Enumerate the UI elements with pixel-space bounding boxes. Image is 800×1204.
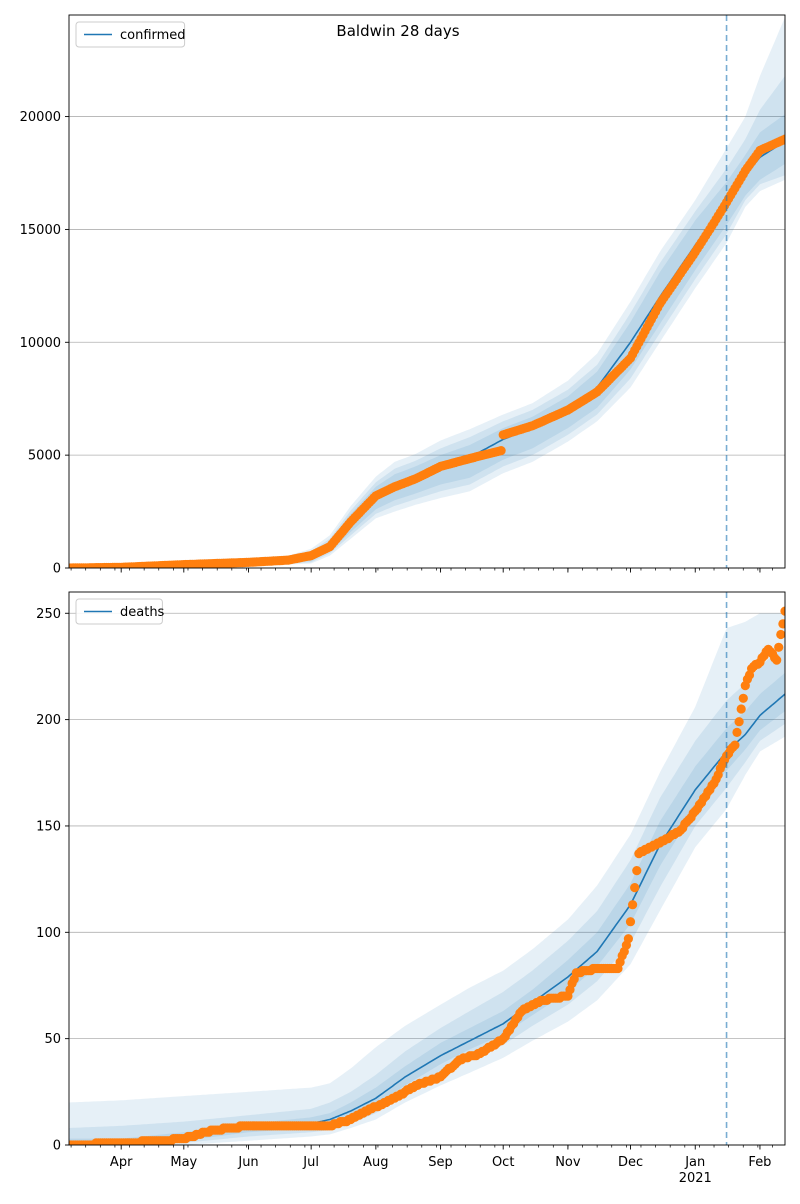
observed-points: [69, 134, 785, 568]
observed-point: [734, 717, 744, 727]
x-tick-label: Feb: [748, 1155, 771, 1170]
observed-point: [496, 446, 506, 456]
observed-point: [732, 727, 742, 738]
observed-point: [625, 917, 636, 927]
confidence-band: [69, 75, 785, 568]
confidence-band: [69, 613, 785, 1145]
confirmed-panel: 0 5000 10000 15000 20000 confirmed: [20, 14, 786, 577]
observed-point: [630, 883, 640, 893]
y-tick-label: 250: [36, 607, 61, 622]
x-year-label: 2021: [679, 1171, 712, 1186]
y-tick-label: 150: [36, 819, 61, 834]
observed-point: [623, 934, 634, 944]
deaths-panel: 0 50 100 150 200 250 Apr May Jun Jul Aug Sep Oct Nov D…: [36, 591, 786, 1186]
observed-point: [776, 629, 785, 640]
x-tick-label: May: [170, 1155, 197, 1170]
observed-point: [772, 655, 782, 665]
observed-point: [736, 704, 746, 714]
y-tick-label: 5000: [28, 449, 61, 464]
confidence-band: [69, 17, 785, 568]
x-tick-label: Jun: [237, 1155, 258, 1170]
y-tick-label: 0: [53, 562, 61, 577]
y-tick-label: 15000: [20, 223, 61, 238]
x-tick-label: Nov: [555, 1155, 581, 1170]
y-tick-label: 20000: [20, 110, 61, 125]
observed-point: [628, 900, 638, 910]
observed-point: [778, 619, 785, 629]
y-tick-label: 50: [44, 1032, 61, 1047]
observed-point: [738, 693, 748, 703]
observed-point: [730, 740, 740, 750]
y-tick-label: 10000: [20, 336, 61, 351]
x-tick-label: Aug: [363, 1155, 388, 1170]
x-tick-label: Oct: [492, 1155, 514, 1170]
legend-box: [75, 21, 186, 48]
legend-label: deaths: [120, 605, 165, 620]
chart-title: Baldwin 28 days: [336, 22, 459, 40]
legend-box: [75, 598, 163, 625]
x-tick-label: Apr: [110, 1155, 133, 1170]
plot-area: [69, 17, 785, 568]
observed-points: [69, 606, 785, 1145]
y-tick-label: 0: [53, 1139, 61, 1154]
y-tick-label: 200: [36, 713, 61, 728]
y-tick-label: 100: [36, 926, 61, 941]
observed-point: [774, 642, 784, 652]
model-line: [69, 140, 785, 568]
observed-point: [780, 134, 785, 144]
observed-point: [780, 606, 785, 616]
observed-point: [632, 866, 642, 876]
x-tick-label: Dec: [618, 1155, 643, 1170]
x-tick-label: Sep: [428, 1155, 453, 1170]
axes-frame: [68, 591, 786, 1146]
axes-frame: [68, 14, 786, 569]
x-tick-label: Jan: [684, 1155, 705, 1170]
x-tick-label: Jul: [302, 1155, 319, 1170]
plot-area: [69, 606, 785, 1145]
confidence-band: [69, 645, 785, 1145]
legend-label: confirmed: [120, 28, 186, 43]
